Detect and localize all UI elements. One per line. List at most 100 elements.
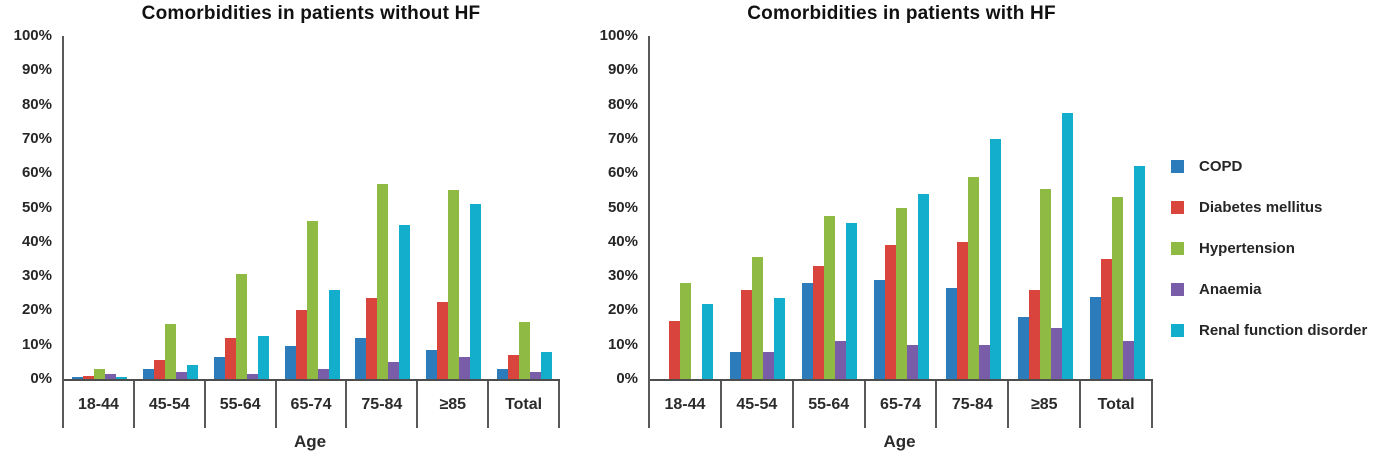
x-category-label-45-54: 45-54 (722, 381, 794, 428)
legend-item-renal-function-disorder: Renal function disorder (1171, 322, 1367, 339)
bar-anaemia (246, 373, 258, 379)
y-tick-label-100: 100% (13, 27, 52, 44)
bar-group-45-54 (722, 36, 794, 379)
legend-swatch-icon (1171, 160, 1184, 173)
bar-diabetes-mellitus (669, 320, 681, 379)
y-tick-label-90: 90% (21, 61, 52, 79)
bar-renal-function-disorder (115, 377, 127, 379)
y-tick-label-40: 40% (607, 232, 638, 250)
bar-anaemia (1050, 327, 1062, 379)
bar-diabetes-mellitus (366, 298, 378, 379)
chart-panel-without-hf: Comorbidities in patients without HF 100… (0, 0, 561, 452)
x-category-label-65-74: 65-74 (866, 381, 938, 428)
bar-hypertension (519, 322, 531, 379)
y-axis: 100% 90% 80% 70% 60% 50% 40% 30% 20% 10% 0% (586, 27, 648, 387)
bar-group-65-74 (277, 36, 348, 379)
bar-copd (284, 346, 296, 379)
bar-hypertension (448, 190, 460, 379)
chart-title-without-hf: Comorbidities in patients without HF (141, 3, 481, 24)
bar-group-55-64 (206, 36, 277, 379)
bar-diabetes-mellitus (153, 360, 165, 379)
bar-group-55-64 (794, 36, 866, 379)
bar-renal-function-disorder (702, 303, 714, 379)
chart-panel-with-hf: Comorbidities in patients with HF 100% 90… (586, 0, 1155, 452)
bar-hypertension (93, 368, 105, 379)
y-tick-label-60: 60% (21, 164, 52, 182)
y-tick-label-60: 60% (607, 164, 638, 182)
y-axis: 100% 90% 80% 70% 60% 50% 40% 30% 20% 10% 0% (0, 27, 62, 387)
y-tick-label-80: 80% (21, 95, 52, 113)
legend-item-copd: COPD (1171, 158, 1367, 175)
x-category-label-45-54: 45-54 (135, 381, 206, 428)
x-axis-title: Age (883, 432, 916, 451)
legend-swatch-icon (1171, 324, 1184, 337)
bar-anaemia (388, 361, 400, 379)
bar-renal-function-disorder (918, 193, 929, 379)
y-tick-label-10: 10% (607, 335, 638, 353)
bar-hypertension (752, 257, 764, 379)
bar-hypertension (680, 282, 692, 379)
bar-renal-function-disorder (399, 224, 411, 379)
bar-diabetes-mellitus (224, 337, 236, 379)
x-category-label-total: Total (489, 381, 561, 428)
bar-diabetes-mellitus (82, 375, 94, 379)
x-category-label-18-44: 18-44 (650, 381, 722, 428)
x-category-label-75-84: 75-84 (347, 381, 419, 428)
bar-group-total (489, 36, 560, 379)
bar-anaemia (907, 344, 918, 379)
bar-group-75-84 (347, 36, 418, 379)
y-tick-label-50: 50% (21, 198, 52, 216)
bar-anaemia (459, 356, 471, 379)
legend-item-anaemia: Anaemia (1171, 281, 1367, 298)
bar-copd (497, 368, 509, 379)
bar-renal-function-disorder (1133, 166, 1145, 379)
bar-group-85 (418, 36, 489, 379)
bar-copd (1089, 296, 1101, 379)
plot-without-hf: 100% 90% 80% 70% 60% 50% 40% 30% 20% 10% 0% 18-44 4… (0, 27, 561, 428)
bar-anaemia (1122, 341, 1134, 379)
x-category-label-65-74: 65-74 (277, 381, 348, 428)
bars-zone (650, 36, 1153, 381)
bar-anaemia (104, 373, 116, 379)
bar-hypertension (1039, 188, 1051, 379)
x-category-label-85: ≥85 (1009, 381, 1082, 428)
legend-label: Hypertension (1199, 240, 1295, 257)
bar-renal-function-disorder (774, 298, 786, 379)
legend-label: Anaemia (1199, 281, 1262, 298)
bar-anaemia (835, 341, 847, 379)
y-tick-label-70: 70% (607, 129, 638, 147)
legend-label: COPD (1199, 158, 1243, 175)
bar-anaemia (175, 372, 187, 379)
bar-diabetes-mellitus (885, 245, 896, 379)
x-axis-category-row: 18-44 45-54 55-64 65-74 75-84 ≥85 Total (650, 381, 1154, 428)
legend-label: Diabetes mellitus (1199, 199, 1323, 216)
bar-group-18-44 (64, 36, 135, 379)
bar-copd (945, 288, 957, 379)
bar-diabetes-mellitus (437, 301, 449, 379)
x-category-label-18-44: 18-44 (64, 381, 135, 428)
bar-group-total (1081, 36, 1153, 379)
x-category-label-55-64: 55-64 (794, 381, 866, 428)
bar-copd (142, 368, 154, 379)
bar-anaemia (763, 351, 775, 379)
bar-hypertension (377, 183, 389, 379)
bar-copd (426, 349, 438, 379)
x-category-label-55-64: 55-64 (206, 381, 277, 428)
bar-diabetes-mellitus (295, 310, 307, 379)
bar-renal-function-disorder (846, 222, 858, 379)
bar-hypertension (235, 274, 247, 379)
legend-item-diabetes-mellitus: Diabetes mellitus (1171, 199, 1367, 216)
legend-label: Renal function disorder (1199, 322, 1368, 339)
bar-anaemia (530, 372, 542, 379)
y-tick-label-90: 90% (607, 61, 638, 79)
bar-copd (730, 351, 742, 379)
bar-copd (874, 279, 885, 379)
plot-area: 18-44 45-54 55-64 65-74 75-84 ≥85 Total (648, 36, 1154, 428)
plot-area: 18-44 45-54 55-64 65-74 75-84 ≥85 Total (62, 36, 561, 428)
x-category-label-total: Total (1081, 381, 1154, 428)
y-tick-label-0: 0% (30, 370, 52, 387)
bar-diabetes-mellitus (956, 241, 968, 379)
legend-item-hypertension: Hypertension (1171, 240, 1367, 257)
bar-renal-function-disorder (257, 336, 269, 379)
